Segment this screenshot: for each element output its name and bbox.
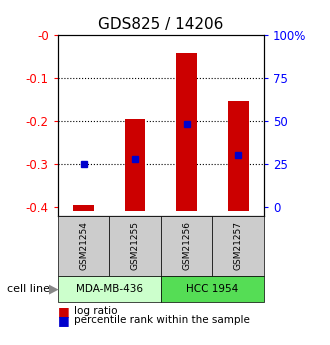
Title: GDS825 / 14206: GDS825 / 14206 <box>98 17 223 32</box>
Bar <box>125 119 146 211</box>
Text: ■: ■ <box>58 314 70 327</box>
Text: ▶: ▶ <box>49 283 58 295</box>
Bar <box>73 205 94 211</box>
Bar <box>176 52 197 211</box>
Bar <box>228 101 248 211</box>
Text: ■: ■ <box>58 305 70 318</box>
Text: GSM21256: GSM21256 <box>182 221 191 270</box>
Text: GSM21257: GSM21257 <box>234 221 243 270</box>
Text: log ratio: log ratio <box>74 306 118 316</box>
Text: MDA-MB-436: MDA-MB-436 <box>76 284 143 294</box>
Text: GSM21254: GSM21254 <box>79 221 88 270</box>
Text: cell line: cell line <box>7 284 50 294</box>
Text: GSM21255: GSM21255 <box>131 221 140 270</box>
Text: percentile rank within the sample: percentile rank within the sample <box>74 315 250 325</box>
Text: HCC 1954: HCC 1954 <box>186 284 239 294</box>
